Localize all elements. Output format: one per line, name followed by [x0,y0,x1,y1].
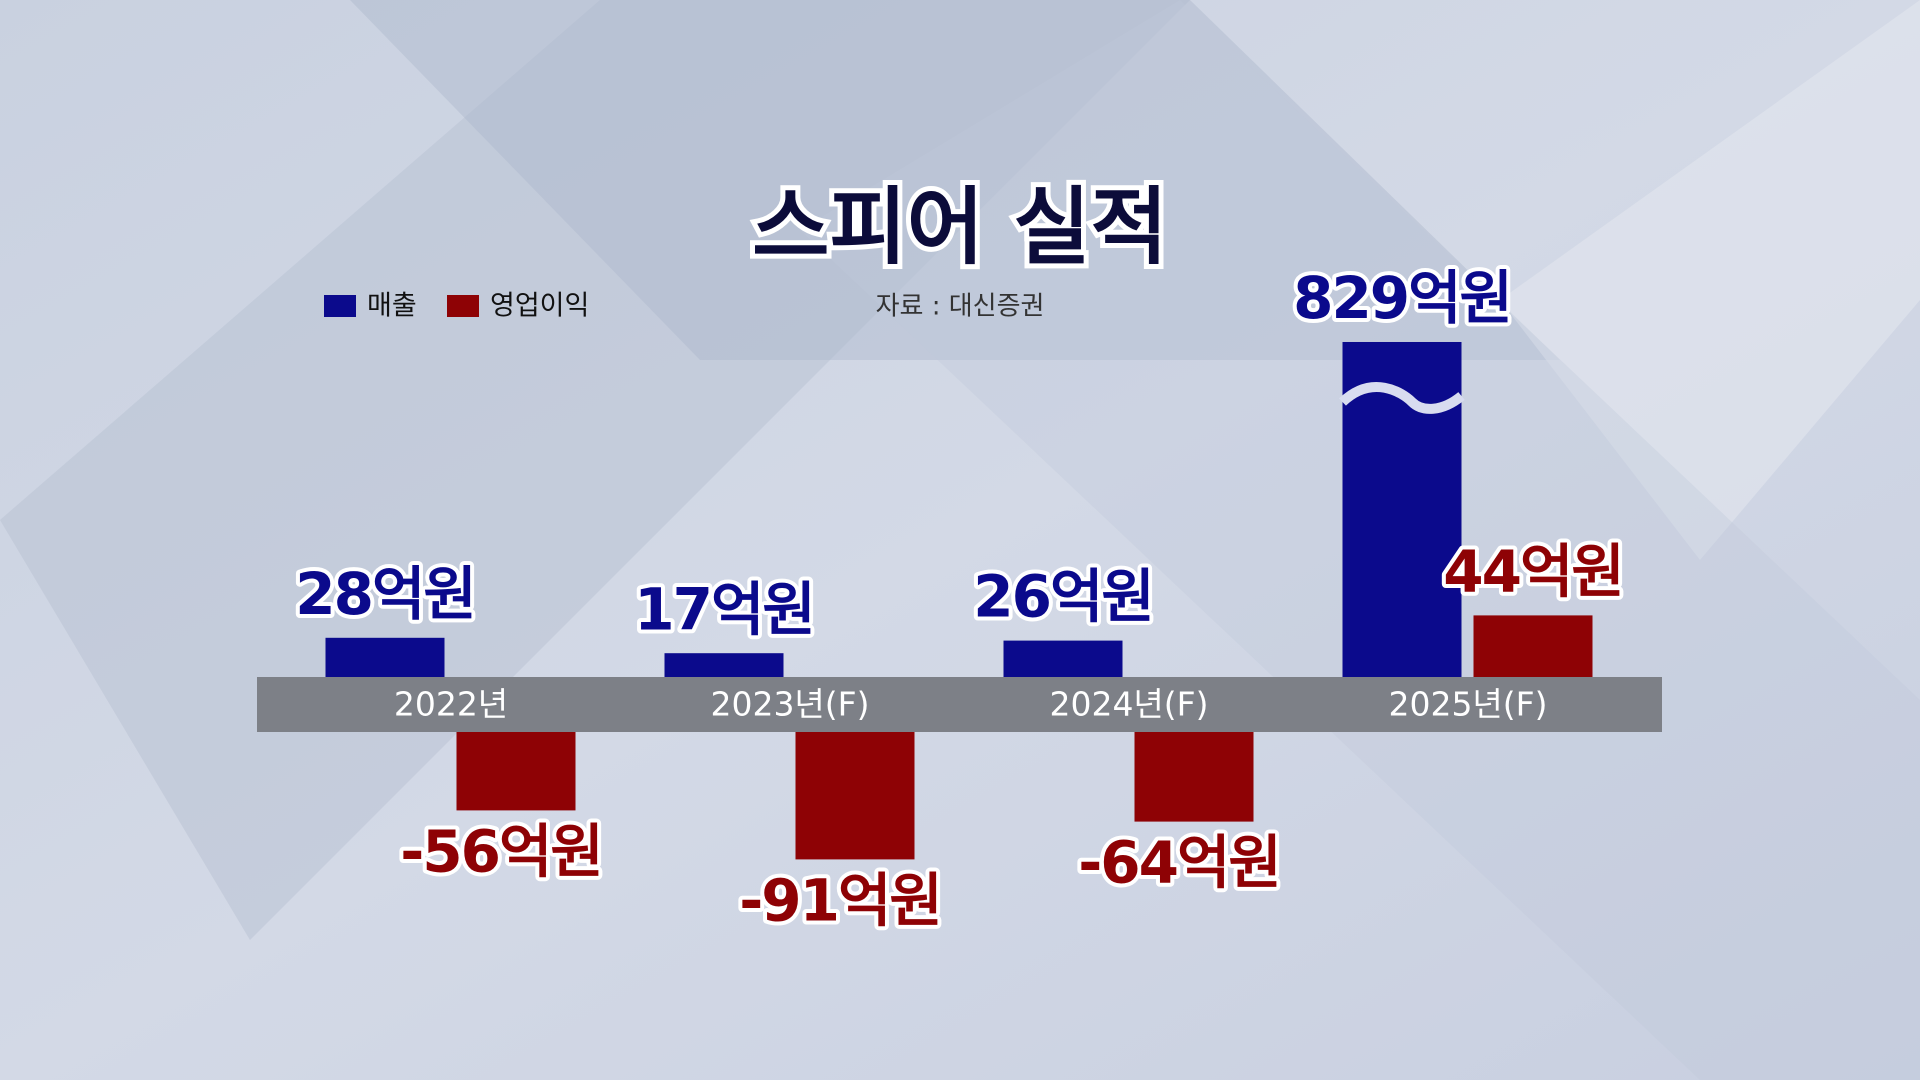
bar [795,732,915,860]
value-label: 26억원 [973,563,1152,631]
value-label: 28억원 [295,560,474,628]
bar [664,653,784,677]
x-tick-label: 2023년(F) [710,685,869,724]
value-label: 44억원 [1443,538,1622,606]
value-label: 17억원 [634,575,813,643]
source: 자료 : 대신증권 [876,292,1045,322]
x-tick-label: 2025년(F) [1388,685,1547,724]
background-shape [350,0,1560,360]
value-label: 829억원 [1293,264,1511,332]
x-tick-label: 2024년(F) [1049,685,1208,724]
chart-title: 스피어 실적 [752,178,1168,276]
bar [1473,615,1593,677]
bar [1003,640,1123,677]
category-band [257,677,1662,732]
value-label: -91억원 [739,867,941,935]
bar [456,732,576,811]
bar [325,637,445,677]
x-tick-label: 2022년 [394,685,508,724]
background-shape [1500,0,1920,560]
bar [1134,732,1254,822]
legend-swatch [447,295,479,317]
legend-swatch [324,295,356,317]
value-label: -64억원 [1078,829,1280,897]
legend-label: 매출 [367,291,417,322]
legend-label: 영업이익 [490,291,589,322]
axis-break [1339,382,1465,414]
value-label: -56억원 [400,818,602,886]
